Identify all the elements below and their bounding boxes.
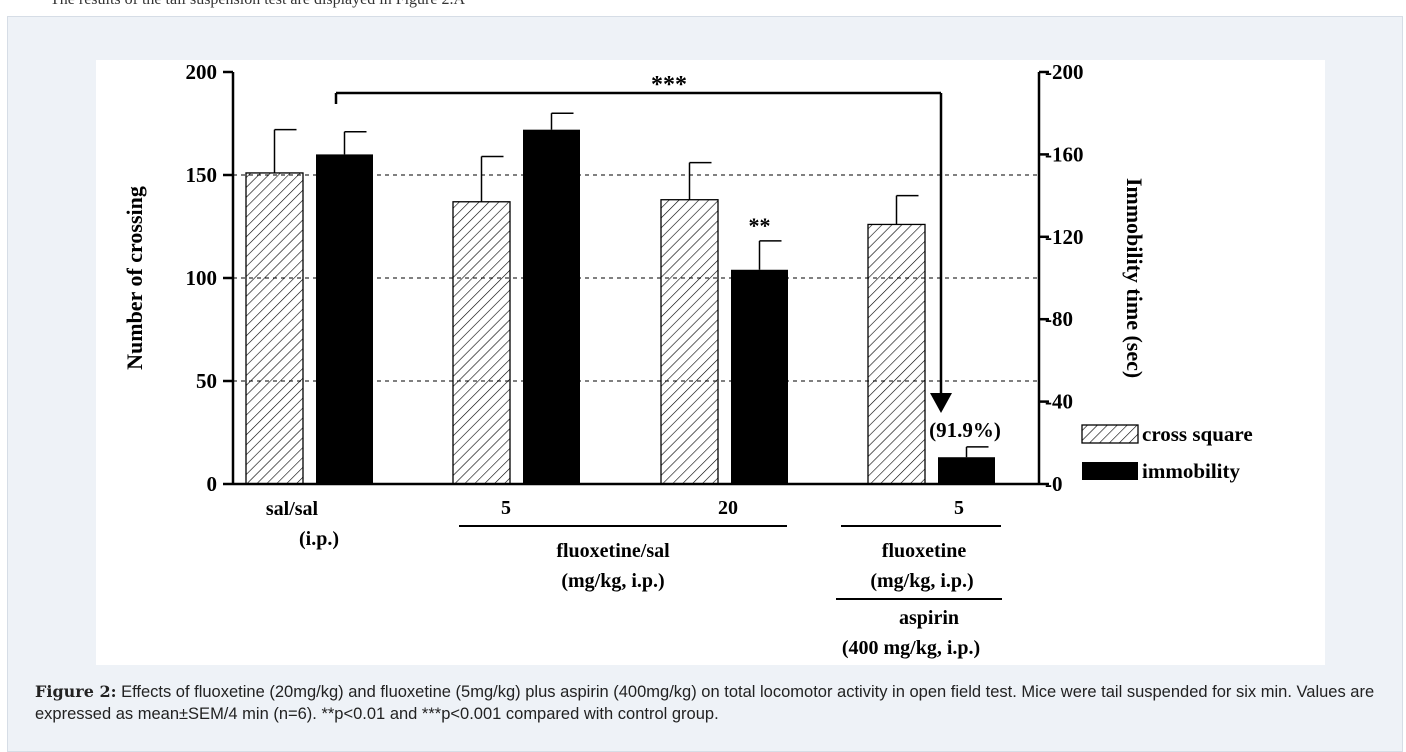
y2-tick-label: -120	[1045, 225, 1084, 249]
bar-immobility	[316, 154, 373, 484]
x-label-sal-sal: sal/sal	[266, 498, 319, 520]
x-label-aspirin-dose: (400 mg/kg, i.p.)	[842, 637, 980, 659]
legend-swatch-immobility	[1082, 462, 1138, 480]
y-tick-label: 50	[196, 369, 217, 393]
percent-reduction-label: (91.9%)	[929, 418, 1001, 442]
x-label-mgkg-ip-1: (mg/kg, i.p.)	[561, 570, 664, 592]
x-label-fluoxetine-sal: fluoxetine/sal	[556, 540, 670, 562]
y2-axis-title: Immobility time (sec)	[1122, 178, 1147, 378]
x-label-dose-5: 5	[501, 497, 511, 519]
legend-label-immobility: immobility	[1142, 459, 1240, 483]
y2-tick-label: -80	[1045, 307, 1073, 331]
bar-cross-square	[660, 199, 719, 485]
x-label-fluoxetine: fluoxetine	[882, 540, 967, 562]
bar-cross-square	[867, 223, 926, 485]
figure-caption: Figure 2: Effects of fluoxetine (20mg/kg…	[35, 681, 1385, 725]
y-tick-label: 0	[207, 472, 218, 496]
y-tick-label: 100	[186, 266, 218, 290]
y-axis-title: Number of crossing	[122, 186, 147, 370]
legend-swatch-cross-square	[1081, 424, 1139, 444]
bar-immobility	[731, 269, 788, 484]
x-label-dose-5b: 5	[954, 497, 964, 519]
bar-immobility	[938, 457, 995, 484]
significance-arrowhead	[930, 393, 952, 413]
y2-tick-label: -40	[1045, 390, 1073, 414]
figure-frame: 0 50 100 150 200 -0 -40 -80 -120 -160 -200 Number o…	[7, 16, 1403, 752]
bar-chart: 0 50 100 150 200 -0 -40 -80 -120 -160 -200 Number o…	[122, 60, 1253, 659]
x-label-mgkg-ip-2: (mg/kg, i.p.)	[870, 570, 973, 592]
x-label-aspirin: aspirin	[899, 607, 959, 629]
y2-tick-label: -160	[1045, 142, 1084, 166]
x-label-sal-ip: (i.p.)	[299, 528, 339, 550]
triple-star-annotation: ***	[651, 72, 687, 98]
y2-tick-label: -200	[1045, 60, 1084, 84]
significance-marker: **	[749, 213, 771, 238]
y-tick-label: 150	[186, 163, 218, 187]
y-tick-label: 200	[186, 60, 218, 84]
bar-cross-square	[452, 201, 511, 485]
legend-label-cross-square: cross square	[1142, 422, 1253, 446]
caption-label: Figure 2:	[35, 682, 117, 701]
bar-immobility	[523, 129, 580, 484]
x-label-dose-20: 20	[718, 497, 738, 519]
y2-tick-label: -0	[1045, 472, 1063, 496]
chart-panel: 0 50 100 150 200 -0 -40 -80 -120 -160 -200 Number o…	[96, 60, 1325, 665]
preceding-paragraph-text: The results of the tail suspension test …	[50, 0, 465, 9]
bar-cross-square	[245, 172, 304, 485]
caption-text: Effects of fluoxetine (20mg/kg) and fluo…	[35, 683, 1375, 723]
